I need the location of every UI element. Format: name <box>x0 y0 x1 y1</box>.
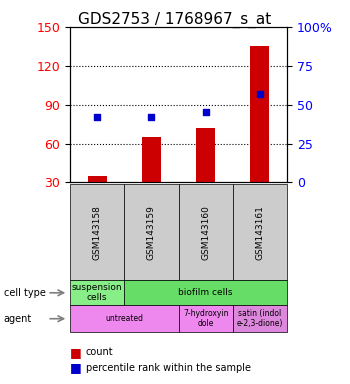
Text: suspension
cells: suspension cells <box>72 283 122 303</box>
Text: satin (indol
e-2,3-dione): satin (indol e-2,3-dione) <box>237 309 283 328</box>
Text: biofilm cells: biofilm cells <box>178 288 233 297</box>
Bar <box>250 46 270 182</box>
Text: percentile rank within the sample: percentile rank within the sample <box>86 363 251 373</box>
Text: agent: agent <box>4 314 32 324</box>
Bar <box>142 137 161 182</box>
Text: GDS2753 / 1768967_s_at: GDS2753 / 1768967_s_at <box>78 12 272 28</box>
Text: GSM143158: GSM143158 <box>93 205 101 260</box>
Point <box>203 109 208 116</box>
Point <box>94 114 100 120</box>
Text: ■: ■ <box>70 346 82 359</box>
Text: ■: ■ <box>70 361 82 374</box>
Point <box>148 114 154 120</box>
Text: GSM143161: GSM143161 <box>256 205 264 260</box>
Text: untreated: untreated <box>105 314 143 323</box>
Point <box>257 91 262 97</box>
Bar <box>88 176 107 182</box>
Text: 7-hydroxyin
dole: 7-hydroxyin dole <box>183 309 228 328</box>
Text: count: count <box>86 347 113 357</box>
Text: GSM143159: GSM143159 <box>147 205 156 260</box>
Text: cell type: cell type <box>4 288 46 298</box>
Bar <box>196 128 215 182</box>
Text: GSM143160: GSM143160 <box>201 205 210 260</box>
